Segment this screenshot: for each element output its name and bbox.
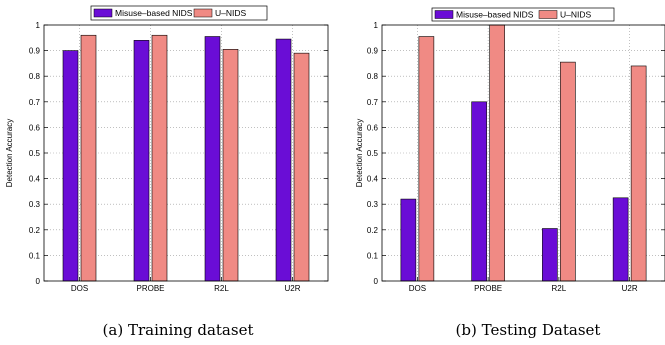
legend-swatch-misuse (93, 8, 113, 18)
y-tick-label: 0.4 (29, 175, 41, 184)
legend-label-misuse: Misuse–based NIDS (115, 8, 193, 18)
bar-u-nids (80, 34, 97, 282)
bar-misuse-nids (62, 50, 79, 282)
y-axis-title: Detection Accuracy (5, 119, 14, 187)
y-tick-label: 0.4 (367, 175, 379, 184)
legend: Misuse–based NIDS U–NIDS (90, 5, 268, 21)
legend: Misuse–based NIDS U–NIDS (431, 7, 615, 22)
y-tick-label: 1 (36, 21, 41, 30)
legend-label-unids: U–NIDS (215, 8, 247, 18)
bar-misuse-nids (204, 36, 221, 282)
bar-misuse-nids (400, 198, 417, 282)
y-tick-label: 0.1 (29, 251, 41, 260)
legend-box (90, 5, 268, 21)
y-tick-label: 0.2 (367, 226, 379, 235)
bar-u-nids (222, 49, 239, 282)
legend-swatch-unids (538, 10, 558, 19)
bar-u-nids (418, 36, 435, 282)
y-tick-label: 0.3 (367, 200, 379, 209)
bar-misuse-nids (133, 40, 150, 282)
y-tick-label: 0 (36, 277, 41, 286)
legend-swatch-unids (193, 8, 213, 18)
legend-swatch-misuse (434, 10, 454, 19)
x-tick-label: R2L (214, 284, 229, 293)
y-tick-label: 0.7 (367, 98, 379, 107)
y-tick-label: 0.9 (367, 47, 379, 56)
bar-misuse-nids (542, 228, 558, 282)
plot-frame (43, 24, 329, 282)
bar-u-nids (630, 65, 647, 282)
legend-label-misuse: Misuse–based NIDS (456, 10, 534, 20)
y-tick-label: 0.8 (29, 72, 41, 81)
y-tick-label: 0.5 (367, 149, 379, 158)
bar-misuse-nids (612, 197, 629, 282)
y-tick-label: 0.1 (367, 251, 379, 260)
x-tick-label: U2R (622, 284, 638, 293)
chart-training: 0 0.1 0.2 0.3 0.4 0.5 0.6 0.7 0.8 0.9 1 DOS PROBE R2L… (5, 5, 329, 339)
chart-testing: 0 0.1 0.2 0.3 0.4 0.5 0.6 0.7 0.8 0.9 1 DOS PROBE R2L… (355, 7, 665, 339)
x-tick-label: U2R (284, 284, 300, 293)
y-tick-label: 0.5 (29, 149, 41, 158)
y-tick-label: 0 (374, 277, 379, 286)
plot-frame (381, 24, 665, 282)
y-tick-label: 1 (374, 21, 379, 30)
figure-caption: (b) Testing Dataset (456, 321, 601, 339)
y-tick-label: 0.3 (29, 200, 41, 209)
y-axis-title: Detection Accuracy (355, 119, 364, 187)
legend-label-unids: U–NIDS (560, 10, 592, 20)
bar-u-nids (151, 34, 168, 282)
y-tick-label: 0.8 (367, 72, 379, 81)
x-tick-label: DOS (409, 284, 426, 293)
x-tick-label: DOS (71, 284, 88, 293)
bar-u-nids (560, 61, 576, 282)
y-tick-label: 0.7 (29, 98, 41, 107)
bar-misuse-nids (275, 38, 292, 282)
legend-box (431, 7, 615, 22)
y-tick-label: 0.2 (29, 226, 41, 235)
bar-misuse-nids (471, 101, 487, 282)
x-tick-label: PROBE (474, 284, 502, 293)
y-tick-label: 0.6 (29, 123, 41, 132)
figure-caption: (a) Training dataset (103, 321, 254, 339)
bar-u-nids (489, 24, 505, 282)
bar-u-nids (293, 52, 310, 282)
x-tick-label: PROBE (136, 284, 164, 293)
y-tick-label: 0.6 (367, 123, 379, 132)
x-tick-label: R2L (552, 284, 567, 293)
y-tick-label: 0.9 (29, 47, 41, 56)
